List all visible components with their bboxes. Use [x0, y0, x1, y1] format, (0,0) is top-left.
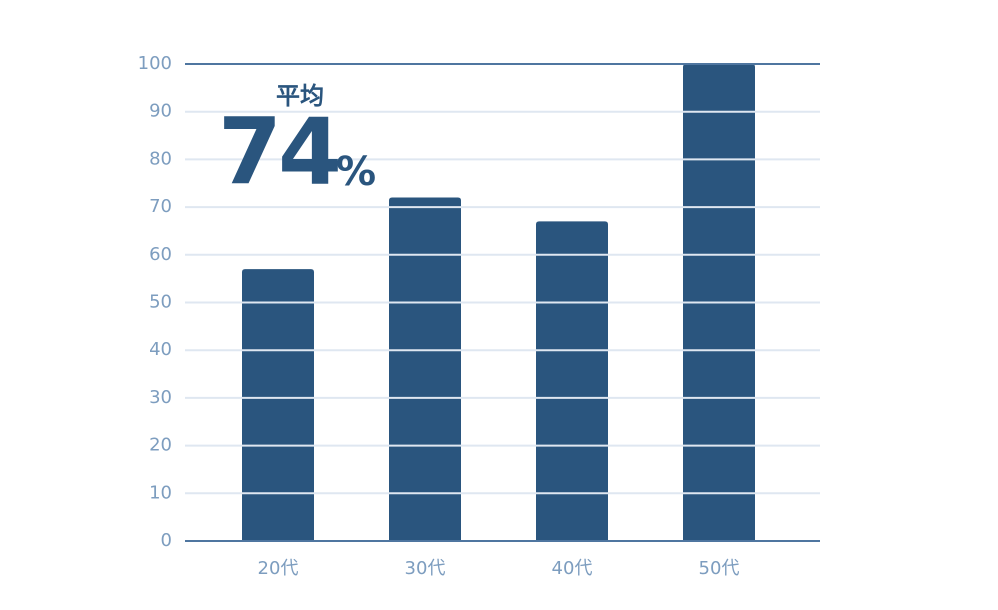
y-tick-label: 10 [149, 482, 172, 503]
bar [536, 221, 608, 541]
y-tick-label: 90 [149, 101, 172, 122]
bar [389, 197, 461, 541]
annotation-label: 平均 [276, 82, 324, 110]
y-tick-label: 0 [161, 530, 172, 551]
y-tick-label: 60 [149, 244, 172, 265]
bar [242, 269, 314, 541]
x-tick-label: 20代 [258, 558, 299, 579]
x-tick-label: 30代 [405, 558, 446, 579]
x-tick-label: 50代 [699, 558, 740, 579]
y-tick-label: 20 [149, 435, 172, 456]
y-tick-label: 70 [149, 196, 172, 217]
y-tick-label: 80 [149, 148, 172, 169]
y-tick-label: 50 [149, 292, 172, 313]
y-tick-label: 100 [138, 53, 172, 74]
annotation-value: 74 [218, 98, 338, 205]
y-tick-label: 30 [149, 387, 172, 408]
annotation-unit: % [336, 149, 376, 195]
x-tick-label: 40代 [552, 558, 593, 579]
y-tick-label: 40 [149, 339, 172, 360]
